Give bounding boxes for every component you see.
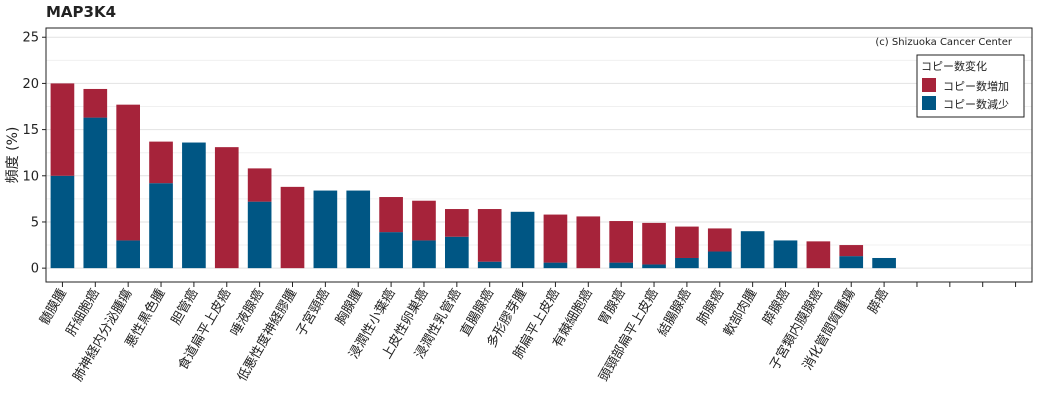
bar-gain: [149, 141, 173, 184]
plot-frame: [45, 27, 1033, 283]
bar-loss: [543, 262, 568, 269]
bar-loss: [839, 256, 864, 269]
bar-gain: [445, 209, 469, 237]
y-tick-label: 15: [22, 123, 39, 138]
bar-gain: [477, 209, 502, 262]
bar-loss: [510, 211, 535, 269]
bar-gain: [50, 83, 75, 176]
legend-swatch-loss: [922, 96, 936, 110]
bar-gain: [83, 88, 108, 118]
x-tick-label: 肺神経内分泌腫瘍: [70, 286, 136, 384]
x-tick-label: 胃腺癌: [595, 286, 628, 328]
x-tick-label: 頭頸部扁平上皮癌: [596, 286, 662, 384]
bar-gain: [675, 226, 699, 258]
bar-loss: [379, 232, 403, 269]
bar-gain: [707, 228, 732, 252]
x-tick-label: 髄膜腫: [37, 286, 70, 328]
gridlines: [46, 36, 1032, 269]
x-tick-label: 膵腺癌: [760, 286, 793, 328]
bar-loss: [445, 236, 469, 269]
bar-gain: [839, 245, 864, 257]
bar-gain: [543, 214, 568, 263]
bar-gain: [576, 216, 601, 269]
bar-loss: [247, 201, 272, 269]
bar-loss: [707, 251, 732, 269]
credit-text: (c) Shizuoka Cancer Center: [875, 37, 1013, 48]
bar-gain: [280, 186, 305, 269]
bar-loss: [740, 231, 765, 269]
bar-loss: [313, 190, 338, 269]
bar-loss: [346, 190, 371, 269]
legend-label-gain: コピー数増加: [943, 80, 1009, 93]
y-tick-label: 10: [22, 169, 39, 184]
bar-loss: [50, 175, 75, 269]
legend-swatch-gain: [922, 78, 936, 92]
bar-gain: [214, 147, 239, 269]
x-tick-label: 胆管癌: [168, 286, 201, 328]
y-axis-label: 頻度 (%): [5, 127, 21, 184]
x-tick-label: 低悪性度神経膠腫: [234, 286, 300, 384]
y-tick-label: 25: [22, 31, 39, 46]
bar-gain: [247, 168, 272, 202]
x-tick-label: 肺腺癌: [694, 286, 727, 328]
bar-loss: [149, 183, 173, 269]
bar-gain: [116, 104, 140, 241]
bar-loss: [642, 264, 666, 269]
y-tick-label: 5: [31, 215, 39, 230]
bar-gain: [412, 200, 436, 241]
x-tick-label: 膵癌: [865, 286, 892, 317]
legend: コピー数変化 コピー数増加 コピー数減少: [916, 54, 1025, 118]
bar-loss: [675, 257, 699, 269]
bar-loss: [116, 240, 140, 269]
bar-gain: [806, 241, 831, 269]
bar-loss: [477, 261, 502, 269]
chart-title: MAP3K4: [46, 3, 116, 21]
bar-gain: [379, 197, 403, 233]
bar-loss: [872, 257, 896, 269]
bars: [50, 83, 896, 269]
bar-gain: [609, 221, 633, 263]
y-tick-label: 0: [31, 262, 39, 277]
bar-gain: [642, 222, 666, 265]
bar-loss: [182, 142, 206, 269]
bar-loss: [412, 240, 436, 269]
y-axis: 0 5 10 15 20 25: [22, 31, 46, 277]
x-tick-label: 胸腺腫: [332, 286, 365, 328]
y-tick-label: 20: [22, 77, 39, 92]
legend-title: コピー数変化: [921, 59, 987, 73]
bar-loss: [83, 117, 108, 269]
bar-loss: [773, 240, 798, 269]
legend-label-loss: コピー数減少: [943, 97, 1009, 111]
bar-loss: [609, 262, 633, 269]
